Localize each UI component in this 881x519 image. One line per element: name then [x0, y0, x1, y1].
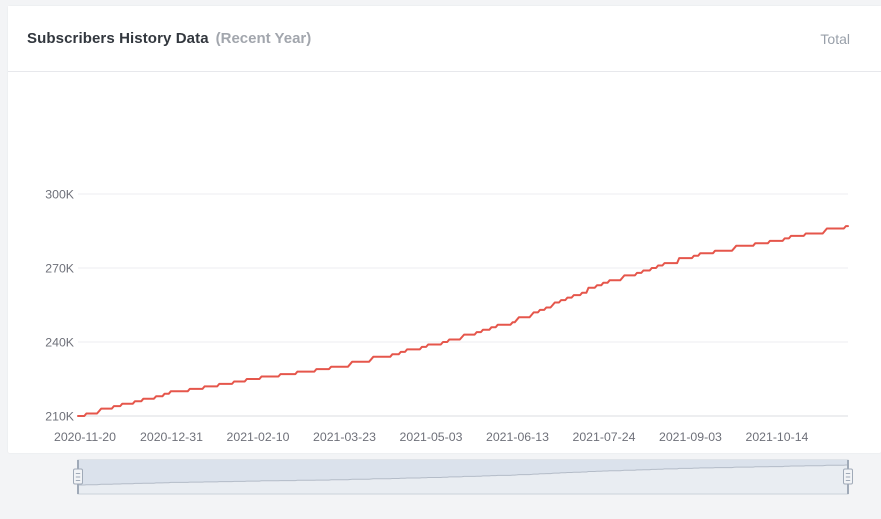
- y-tick-label: 240K: [45, 335, 75, 349]
- x-tick-label: 2021-06-13: [486, 430, 549, 444]
- series-line-total: [78, 226, 848, 416]
- subscribers-chart[interactable]: 210K 240K 270K 300K 2020-11-20 2020-12-31 2021…: [0, 66, 881, 519]
- chart-body: 210K 240K 270K 300K 2020-11-20 2020-12-31 2021…: [8, 72, 881, 452]
- x-tick-label: 2021-09-03: [659, 430, 722, 444]
- y-axis-labels: 210K 240K 270K 300K: [45, 187, 75, 423]
- chart-title: Subscribers History Data: [27, 30, 209, 47]
- grid-lines: [78, 194, 848, 416]
- chart-subtitle: (Recent Year): [216, 30, 312, 47]
- x-tick-label: 2020-11-20: [54, 430, 116, 444]
- x-tick-label: 2021-02-10: [227, 430, 290, 444]
- y-tick-label: 210K: [45, 409, 75, 423]
- legend-item-total[interactable]: Total: [820, 31, 850, 47]
- x-tick-label: 2021-07-24: [573, 430, 636, 444]
- y-tick-label: 300K: [45, 187, 75, 201]
- x-tick-label: 2021-05-03: [400, 430, 463, 444]
- x-tick-label: 2020-12-31: [140, 430, 203, 444]
- x-tick-label: 2021-10-14: [745, 430, 808, 444]
- card-header: Subscribers History Data (Recent Year) T…: [8, 6, 881, 72]
- subscribers-history-card: Subscribers History Data (Recent Year) T…: [8, 6, 881, 453]
- y-tick-label: 270K: [45, 261, 75, 275]
- x-tick-label: 2021-03-23: [313, 430, 376, 444]
- x-axis-labels: 2020-11-20 2020-12-31 2021-02-10 2021-03-23…: [54, 430, 809, 444]
- range-slider[interactable]: [74, 460, 853, 494]
